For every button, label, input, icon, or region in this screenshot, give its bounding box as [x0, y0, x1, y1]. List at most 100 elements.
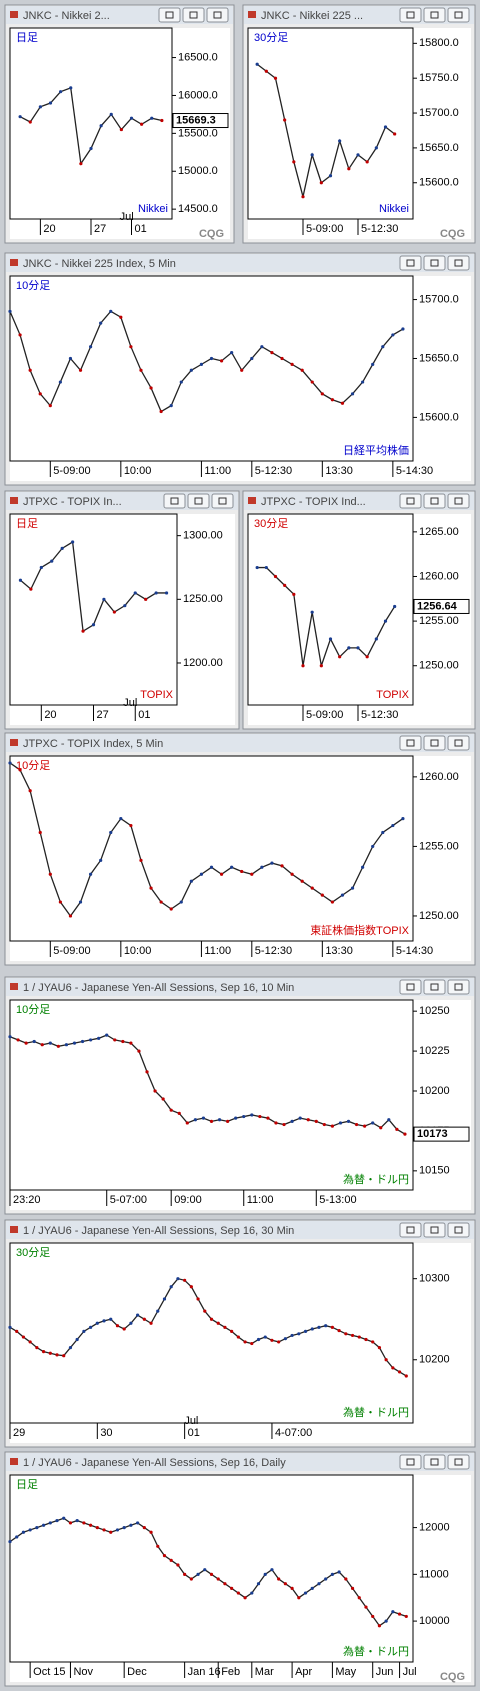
price-point: [298, 1116, 302, 1120]
price-point: [365, 655, 369, 659]
price-point: [162, 1297, 167, 1301]
price-point: [219, 359, 224, 363]
price-point: [273, 574, 278, 579]
price-point: [154, 591, 158, 595]
window-button-close[interactable]: [447, 735, 470, 751]
window-button-max[interactable]: [182, 7, 205, 23]
period-label: 日足: [16, 518, 38, 530]
price-point: [274, 1121, 278, 1125]
window-button-close[interactable]: [447, 493, 470, 509]
window-button-max[interactable]: [423, 493, 446, 509]
price-point: [28, 120, 32, 124]
price-point: [119, 816, 123, 821]
price-point: [38, 105, 42, 109]
series-name: Nikkei: [379, 203, 409, 215]
price-line: [9, 310, 404, 413]
price-point: [58, 380, 62, 384]
price-point: [164, 591, 169, 595]
window-button-close[interactable]: [447, 1454, 470, 1470]
price-point: [150, 116, 154, 120]
price-point: [350, 392, 355, 396]
window-title: JTPXC - TOPIX In...: [23, 496, 122, 508]
window-button-close[interactable]: [206, 7, 229, 23]
price-point: [319, 181, 323, 185]
window-icon: [10, 11, 18, 18]
window-button-max[interactable]: [423, 255, 446, 271]
price-point: [383, 125, 388, 129]
window-button-max[interactable]: [423, 1222, 446, 1238]
window-button-close[interactable]: [447, 979, 470, 995]
window-button-min[interactable]: [399, 493, 422, 509]
window-button-min[interactable]: [163, 493, 186, 509]
price-point: [310, 153, 314, 157]
price-point: [371, 844, 375, 849]
series-name: 東証株価指数TOPIX: [310, 923, 409, 937]
window-button-min[interactable]: [399, 255, 422, 271]
price-point: [129, 1041, 133, 1045]
title-bar: [6, 254, 474, 272]
price-point: [89, 1038, 93, 1042]
plot-area: [9, 999, 414, 1191]
price-point: [32, 1039, 36, 1044]
price-point: [71, 540, 75, 544]
price-point: [387, 1118, 391, 1122]
price-point: [310, 610, 314, 614]
window-button-min[interactable]: [158, 7, 181, 23]
window-button-close[interactable]: [447, 7, 470, 23]
window-title: JNKC - Nikkei 2...: [23, 10, 110, 22]
window-button-max[interactable]: [423, 1454, 446, 1470]
price-point: [310, 886, 314, 890]
window-button-max[interactable]: [423, 979, 446, 995]
price-point: [290, 1586, 294, 1590]
window-button-min[interactable]: [399, 1454, 422, 1470]
window-button-max[interactable]: [423, 735, 446, 751]
price-point: [260, 865, 264, 869]
price-point: [381, 345, 385, 349]
window-button-min[interactable]: [399, 1222, 422, 1238]
window-button-max[interactable]: [187, 493, 210, 509]
price-point: [28, 789, 32, 793]
title-bar: [6, 734, 474, 752]
window-button-max[interactable]: [423, 7, 446, 23]
x-tick-label: Apr: [295, 1666, 312, 1678]
window-button-glyph: [430, 259, 439, 267]
window-button-min[interactable]: [399, 735, 422, 751]
price-point: [144, 597, 148, 601]
annotation: Jul: [120, 211, 134, 223]
window-button-glyph: [406, 497, 415, 505]
series-name: 為替・ドル円: [343, 1172, 409, 1186]
y-tick-label: 10000: [419, 1615, 450, 1627]
window-button-glyph: [430, 983, 439, 991]
price-point: [159, 900, 163, 904]
window-button-glyph: [454, 259, 463, 267]
x-tick-label: 23:20: [13, 1194, 41, 1206]
price-point: [240, 869, 244, 874]
series-name: Nikkei: [138, 203, 168, 215]
window-button-min[interactable]: [399, 979, 422, 995]
window-title: 1 / JYAU6 - Japanese Yen-All Sessions, S…: [23, 1225, 294, 1237]
series-name: TOPIX: [140, 689, 173, 701]
window-button-close[interactable]: [447, 255, 470, 271]
window-button-close[interactable]: [211, 493, 234, 509]
window-title: 1 / JYAU6 - Japanese Yen-All Sessions, S…: [23, 982, 294, 994]
y-tick-label: 1260.00: [419, 771, 459, 783]
price-point: [97, 1036, 101, 1040]
price-point: [384, 1358, 388, 1362]
plot-area: [247, 513, 414, 706]
price-point: [250, 1341, 254, 1346]
price-point: [81, 629, 85, 633]
window-title: JNKC - Nikkei 225 ...: [261, 10, 363, 22]
window-button-close[interactable]: [447, 1222, 470, 1238]
x-tick-label: 5-09:00: [306, 709, 343, 721]
price-point: [189, 368, 193, 372]
price-point: [273, 76, 278, 80]
price-point: [258, 1114, 262, 1119]
price-point: [374, 146, 378, 150]
x-tick-label: 11:00: [204, 465, 231, 477]
price-point: [263, 1572, 267, 1576]
window-button-min[interactable]: [399, 7, 422, 23]
price-line: [257, 566, 396, 666]
price-point: [209, 356, 214, 361]
last-price: 10173: [417, 1128, 448, 1140]
